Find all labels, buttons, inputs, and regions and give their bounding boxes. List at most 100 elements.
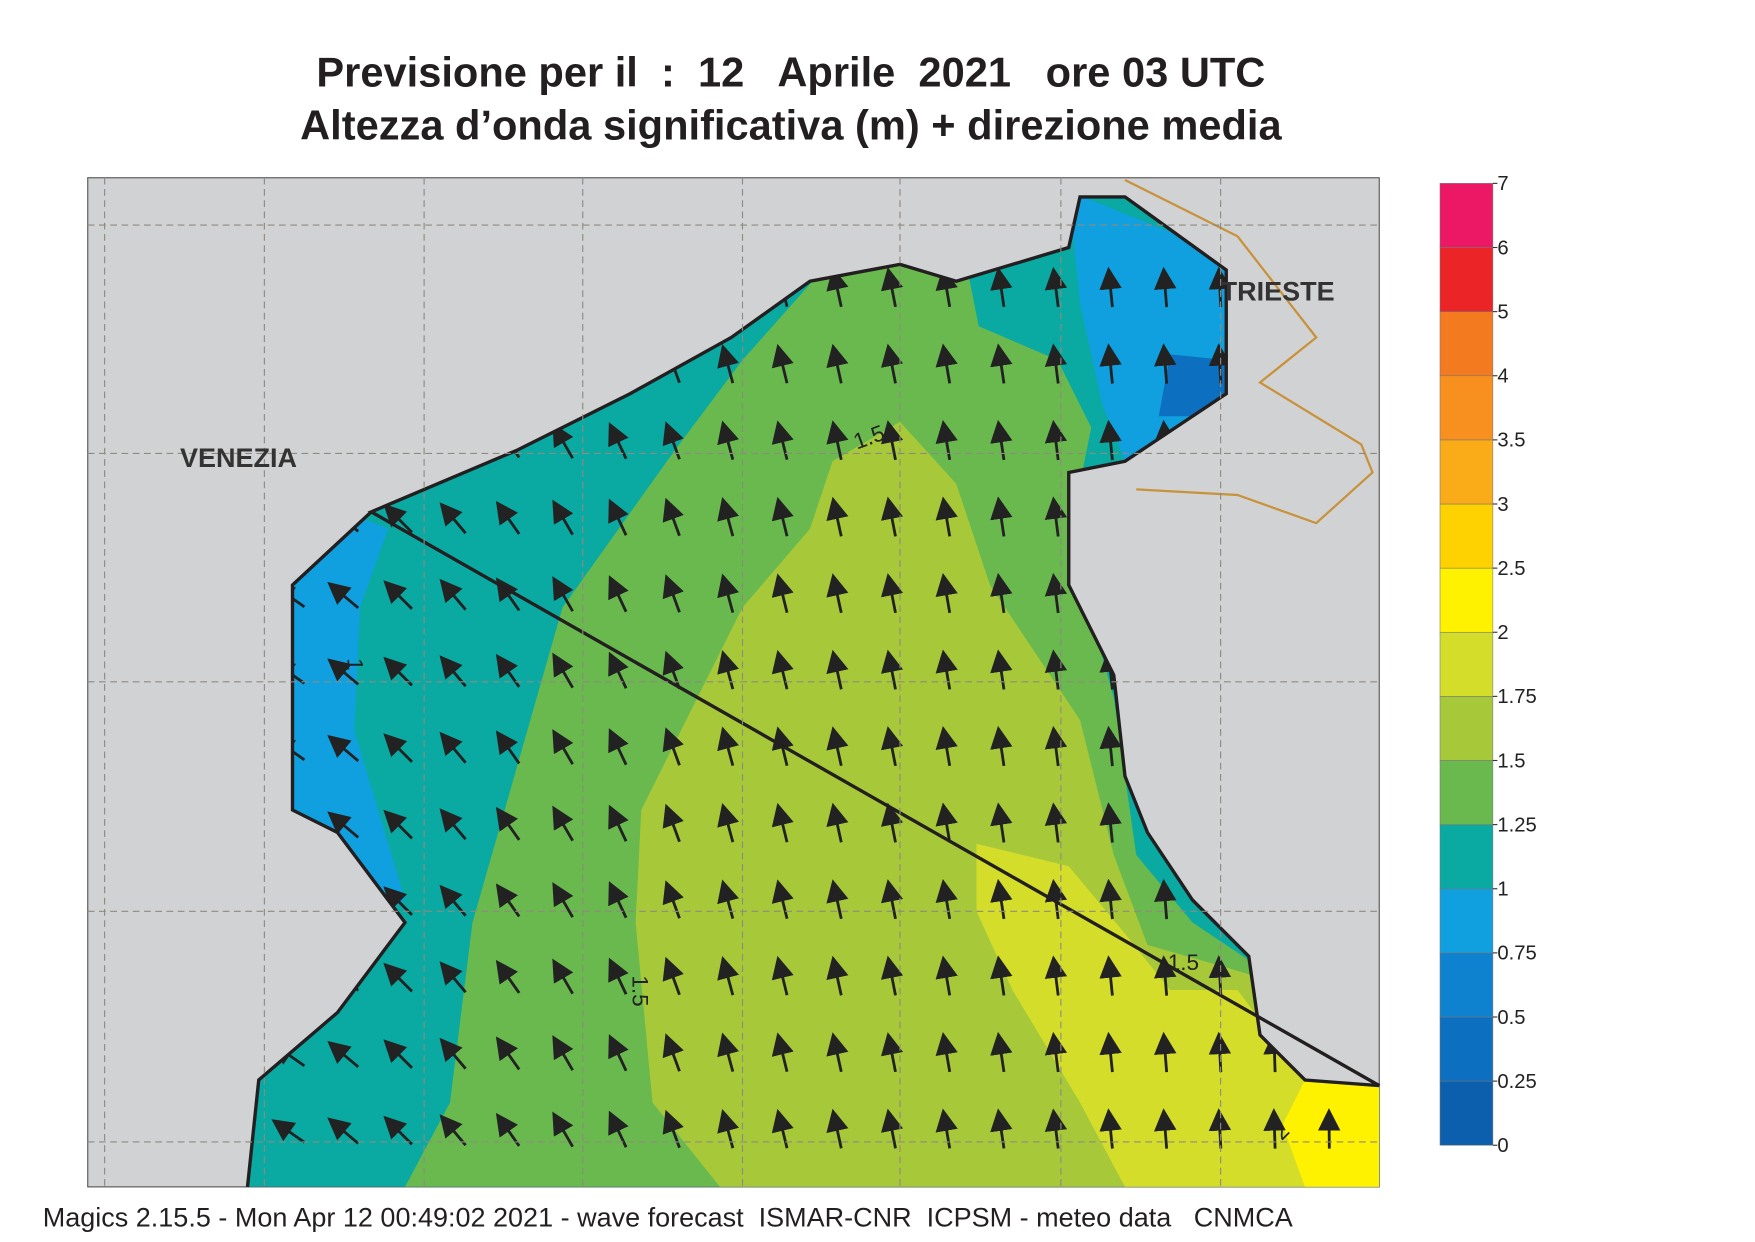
direction-arrow <box>880 496 904 537</box>
direction-arrow <box>717 1032 739 1072</box>
direction-arrow <box>608 651 629 689</box>
direction-arrow <box>495 959 521 994</box>
direction-arrow <box>439 578 467 611</box>
direction-arrow <box>608 1110 629 1148</box>
direction-arrow <box>1099 343 1122 384</box>
direction-arrow <box>990 725 1013 767</box>
colorbar-tick-label: 7 <box>1497 173 1508 195</box>
direction-arrow <box>495 500 521 535</box>
direction-arrow <box>1044 1108 1068 1149</box>
direction-arrow <box>327 658 360 686</box>
direction-arrow <box>771 649 794 690</box>
direction-arrow <box>990 419 1013 461</box>
direction-arrow <box>1044 955 1068 996</box>
direction-arrow <box>717 956 739 996</box>
colorbar-tick-label: 5 <box>1497 301 1508 323</box>
title: Previsione per il : 12 Aprile 2021 ore 0… <box>316 49 1265 96</box>
direction-arrow <box>880 1032 904 1073</box>
colorbar-swatch <box>1439 439 1494 505</box>
direction-arrow <box>935 802 958 843</box>
colorbar-tick-label: 1.5 <box>1497 750 1525 772</box>
contour-label: 1.5 <box>1168 950 1199 975</box>
direction-arrow <box>383 1115 413 1146</box>
colorbar-tick-label: 1.25 <box>1497 814 1536 836</box>
direction-arrow <box>1044 266 1068 308</box>
direction-arrow <box>552 576 574 612</box>
direction-arrow <box>826 1108 849 1149</box>
direction-arrow <box>935 725 958 767</box>
direction-arrow <box>1099 955 1122 996</box>
colorbar-swatch <box>1439 1016 1494 1082</box>
direction-arrow <box>826 573 849 614</box>
colorbar-tick-label: 0.75 <box>1497 943 1536 965</box>
direction-arrow <box>935 1108 958 1149</box>
direction-arrow <box>1263 1108 1286 1149</box>
direction-arrow <box>826 879 849 920</box>
direction-arrow <box>826 802 849 843</box>
direction-arrow <box>608 498 629 536</box>
direction-arrow <box>826 955 849 996</box>
colorbar-tick-label: 1.75 <box>1497 686 1536 708</box>
direction-arrow <box>439 502 467 535</box>
colorbar-swatch <box>1439 631 1494 697</box>
direction-arrow <box>826 343 849 384</box>
direction-arrow <box>608 1034 629 1072</box>
colorbar-swatch <box>1439 375 1494 441</box>
colorbar-swatch <box>1439 183 1494 248</box>
colorbar-tick-label: 3.5 <box>1497 430 1525 452</box>
direction-arrow <box>771 1108 794 1149</box>
direction-arrow <box>662 650 684 690</box>
direction-arrow <box>552 1035 574 1071</box>
direction-arrow <box>383 503 413 534</box>
direction-arrow <box>1154 878 1177 920</box>
direction-arrow <box>271 1119 306 1144</box>
direction-arrow <box>662 421 684 460</box>
direction-arrow <box>717 650 739 690</box>
direction-arrow <box>826 649 849 690</box>
footer: Magics 2.15.5 - Mon Apr 12 00:49:02 2021… <box>43 1202 1293 1232</box>
contour-labels: 1.5 1 1.5 1.5 2 <box>343 420 1294 1145</box>
colorbar-swatch <box>1439 824 1494 890</box>
direction-arrow <box>439 961 467 994</box>
direction-arrow <box>990 649 1013 690</box>
direction-arrow <box>717 879 739 919</box>
colorbar-swatch <box>1439 1080 1494 1146</box>
direction-arrow <box>990 1031 1013 1073</box>
direction-arrow <box>1044 343 1068 384</box>
direction-arrow <box>495 883 521 918</box>
border <box>1124 178 1374 525</box>
direction-arrow <box>771 496 794 537</box>
direction-arrow <box>327 734 360 762</box>
direction-arrow <box>880 1108 904 1149</box>
direction-arrow <box>990 878 1013 920</box>
direction-arrow <box>662 497 684 537</box>
direction-arrow <box>880 573 904 614</box>
direction-arrow <box>990 1108 1013 1149</box>
direction-arrow <box>1099 802 1122 843</box>
direction-arrow <box>935 419 958 461</box>
coastline <box>245 510 408 1188</box>
direction-arrow <box>826 1032 849 1073</box>
direction-arrow <box>1154 266 1177 308</box>
direction-arrow <box>935 1031 958 1073</box>
direction-arrow <box>608 728 629 766</box>
direction-arrow <box>327 1040 360 1068</box>
direction-arrow <box>717 573 739 613</box>
direction-arrow <box>771 879 794 920</box>
graticule <box>87 177 1380 1187</box>
direction-arrow <box>880 267 904 308</box>
direction-arrow <box>1044 419 1068 461</box>
direction-arrow <box>826 496 849 537</box>
direction-arrow <box>439 731 467 764</box>
direction-arrow <box>383 733 413 763</box>
direction-arrow <box>717 726 739 766</box>
colorbar-swatch <box>1439 247 1494 312</box>
direction-arrow <box>1099 725 1122 767</box>
direction-arrow <box>1099 419 1122 461</box>
direction-arrow <box>1044 496 1068 537</box>
colorbar-swatch <box>1439 503 1494 569</box>
direction-arrow <box>439 808 467 841</box>
direction-arrow <box>935 343 958 384</box>
